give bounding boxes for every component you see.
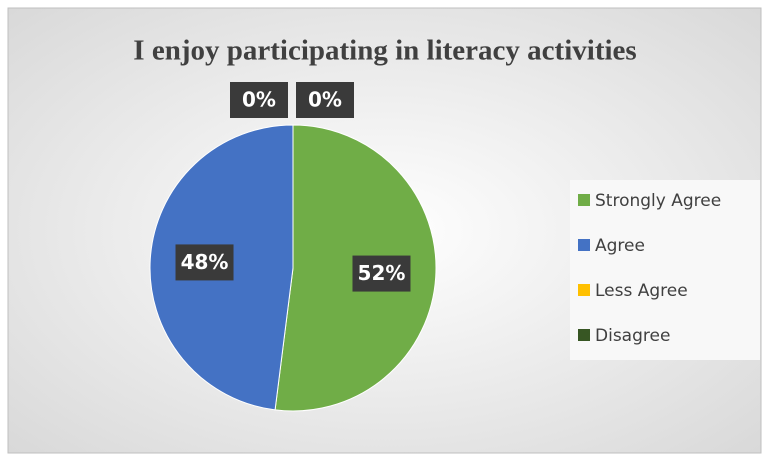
legend-label: Agree [595,236,645,256]
legend-swatch [578,194,590,206]
data-label-box [230,82,288,118]
legend-label: Strongly Agree [595,191,721,211]
data-label: 52% [358,261,406,285]
data-label: 0% [308,88,342,112]
legend-swatch [578,284,590,296]
data-label: 0% [242,88,276,112]
data-label: 48% [181,250,229,274]
chart-title: I enjoy participating in literacy activi… [133,35,636,67]
data-label-box [352,255,411,292]
legend-label: Disagree [595,326,670,346]
legend-swatch [578,329,590,341]
data-label-box [296,82,354,118]
legend-label: Less Agree [595,281,688,301]
legend-box [570,180,760,360]
legend-swatch [578,239,590,251]
data-label-box [175,244,234,281]
